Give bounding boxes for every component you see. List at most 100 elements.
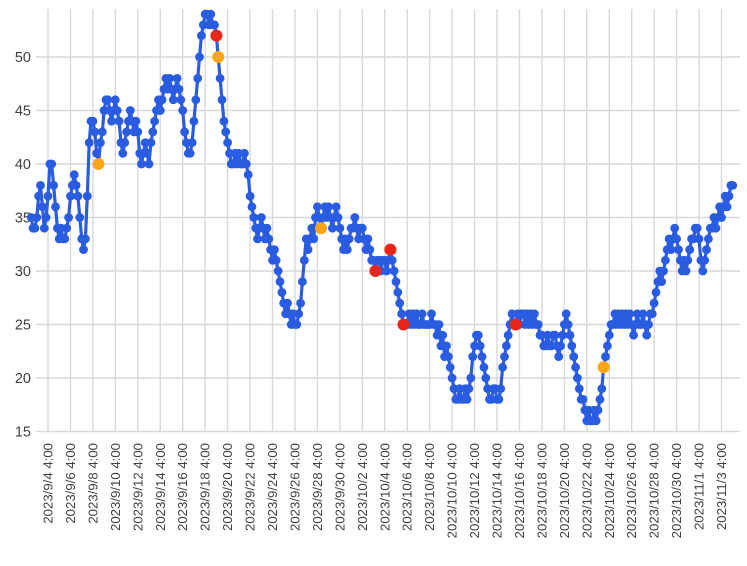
data-point-marker [717, 213, 726, 222]
y-axis-label: 40 [15, 157, 31, 173]
data-point-marker [503, 330, 513, 340]
data-point-marker [215, 74, 225, 83]
data-point-marker [530, 309, 539, 319]
y-axis-label: 45 [15, 104, 31, 120]
data-point-marker [103, 95, 113, 105]
data-point-marker [363, 234, 373, 244]
data-point-marker [344, 234, 354, 244]
data-point-marker [256, 213, 266, 222]
data-point-marker [43, 191, 53, 201]
data-point-marker [661, 255, 670, 265]
data-point-marker [603, 341, 612, 351]
data-point-marker [241, 159, 251, 169]
data-point-marker [593, 405, 603, 415]
data-point-marker [294, 309, 304, 319]
data-point-marker [438, 330, 448, 340]
data-point-marker [96, 138, 105, 148]
data-point-marker [722, 202, 732, 212]
data-point-marker [479, 362, 489, 372]
data-point-marker [118, 148, 128, 158]
data-point-marker [180, 127, 190, 137]
x-axis-label: 2023/9/12 4:00 [130, 443, 145, 531]
x-axis-label: 2023/9/18 4:00 [198, 443, 213, 531]
y-axis-label: 20 [15, 371, 31, 387]
data-point-marker [333, 213, 343, 222]
data-point-marker [565, 330, 575, 340]
x-axis-label: 2023/10/16 4:00 [512, 443, 527, 538]
data-point-marker [69, 170, 79, 180]
data-point-marker [131, 116, 141, 126]
data-point-marker [275, 277, 285, 287]
data-point-marker [114, 116, 124, 126]
data-point-marker [303, 245, 313, 255]
data-point-marker [243, 170, 253, 180]
data-point-marker [591, 416, 601, 426]
data-point-marker [447, 373, 457, 383]
data-point-marker [34, 191, 43, 201]
highlight-marker-red [397, 318, 410, 331]
data-point-marker [649, 298, 659, 308]
data-point-marker [223, 138, 233, 148]
data-point-marker [427, 309, 436, 319]
y-axis-label: 25 [15, 318, 31, 334]
data-point-marker [563, 320, 573, 329]
data-point-marker [262, 223, 272, 233]
data-point-marker [434, 320, 444, 329]
data-point-marker [157, 95, 167, 105]
y-axis-label: 50 [15, 50, 31, 66]
data-point-marker [556, 341, 565, 351]
data-point-marker [724, 191, 734, 201]
data-point-marker [79, 245, 88, 255]
highlight-marker-red [369, 265, 382, 277]
data-point-marker [120, 138, 130, 148]
data-point-marker [573, 373, 582, 383]
data-point-marker [283, 298, 292, 308]
data-point-marker [569, 352, 579, 361]
data-point-marker [240, 148, 249, 158]
data-point-marker [88, 116, 98, 126]
x-axis-label: 2023/10/20 4:00 [557, 443, 572, 538]
highlight-marker-orange [597, 361, 610, 374]
data-point-marker [313, 202, 322, 212]
data-point-marker [122, 127, 131, 137]
data-point-marker [264, 234, 274, 244]
x-axis-label: 2023/9/6 4:00 [63, 443, 78, 524]
data-point-marker [47, 159, 57, 169]
data-point-marker [462, 395, 472, 404]
data-point-marker [670, 223, 680, 233]
data-point-marker [142, 148, 152, 158]
data-point-marker [601, 352, 610, 361]
data-point-marker [197, 31, 206, 40]
data-point-marker [292, 320, 302, 329]
data-point-marker [395, 298, 405, 308]
data-point-marker [30, 223, 40, 233]
data-point-marker [299, 255, 309, 265]
data-point-marker [107, 116, 116, 126]
data-point-marker [711, 223, 721, 233]
data-point-marker [144, 159, 154, 169]
data-point-markers [26, 9, 738, 426]
data-point-marker [38, 202, 47, 212]
data-point-marker [309, 234, 319, 244]
x-axis-label: 2023/10/8 4:00 [422, 443, 437, 531]
x-axis-label: 2023/10/22 4:00 [579, 443, 594, 538]
data-point-marker [567, 341, 577, 351]
data-point-marker [477, 352, 487, 361]
data-point-marker [604, 330, 614, 340]
data-point-marker [498, 362, 507, 372]
data-point-marker [642, 330, 652, 340]
data-point-marker [271, 255, 281, 265]
data-point-marker [647, 309, 657, 319]
data-point-marker [137, 159, 146, 169]
x-axis-label: 2023/9/30 4:00 [332, 443, 347, 531]
data-point-marker [468, 352, 478, 361]
x-axis-label: 2023/9/28 4:00 [310, 443, 325, 531]
data-point-marker [148, 127, 158, 137]
y-axis-label: 35 [15, 211, 31, 227]
highlight-marker-orange [92, 158, 105, 170]
y-axis: 15 20 25 30 35 40 45 50 [15, 50, 31, 441]
data-point-marker [466, 373, 476, 383]
data-point-marker [473, 330, 483, 340]
highlight-marker-red [384, 243, 397, 256]
